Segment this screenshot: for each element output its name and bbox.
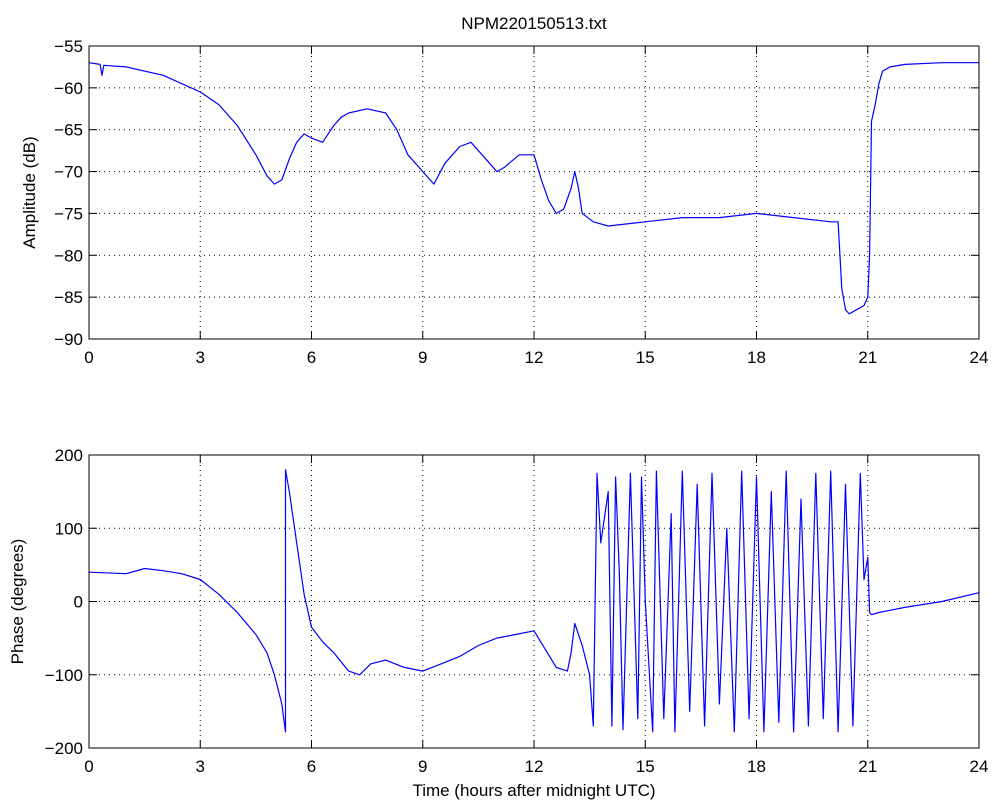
amplitude-x-tick-label: 12 <box>525 348 544 367</box>
amplitude-series-line <box>88 62 979 315</box>
amplitude-x-tick-label: 21 <box>858 348 877 367</box>
amplitude-panel: 0 3 6 9 12 15 18 21 24 −90 −85 −80 −75 −70 −65 −60 −55 Am… <box>20 37 988 367</box>
phase-y-axis-label: Phase (degrees) <box>8 539 27 665</box>
phase-x-tick-label: 21 <box>858 757 877 776</box>
amplitude-x-tick-label: 9 <box>418 348 427 367</box>
amplitude-x-tick-label: 18 <box>747 348 766 367</box>
amplitude-x-tick-label: 3 <box>196 348 205 367</box>
amplitude-y-tick-label: −80 <box>54 246 83 265</box>
amplitude-y-tick-label: −90 <box>54 330 83 349</box>
amplitude-x-tick-label: 24 <box>970 348 989 367</box>
phase-y-tick-label: 100 <box>55 519 83 538</box>
amplitude-y-tick-label: −70 <box>54 163 83 182</box>
phase-x-tick-label: 24 <box>970 757 989 776</box>
phase-x-tick-label: 3 <box>196 757 205 776</box>
phase-x-axis-label: Time (hours after midnight UTC) <box>412 781 655 800</box>
phase-x-tick-label: 12 <box>525 757 544 776</box>
phase-panel: 0 3 6 9 12 15 18 21 24 −200 −100 0 100 200 Phase (degr… <box>8 446 988 800</box>
phase-x-tick-label: 0 <box>84 757 93 776</box>
phase-y-tick-label: −200 <box>45 739 83 758</box>
phase-x-tick-label: 15 <box>636 757 655 776</box>
phase-x-tick-label: 6 <box>307 757 316 776</box>
amplitude-y-tick-label: −65 <box>54 121 83 140</box>
amplitude-x-tick-label: 6 <box>307 348 316 367</box>
phase-x-tick-label: 18 <box>747 757 766 776</box>
phase-y-tick-label: −100 <box>45 666 83 685</box>
amplitude-x-tick-label: 15 <box>636 348 655 367</box>
amplitude-y-tick-label: −60 <box>54 79 83 98</box>
amplitude-x-tick-label: 0 <box>84 348 93 367</box>
amplitude-y-axis-label: Amplitude (dB) <box>20 136 39 248</box>
amplitude-plot-area <box>89 46 979 339</box>
phase-x-tick-label: 9 <box>418 757 427 776</box>
phase-y-tick-label: 0 <box>74 593 83 612</box>
phase-series-line <box>88 469 980 733</box>
amplitude-y-tick-label: −75 <box>54 204 83 223</box>
amplitude-y-tick-label: −85 <box>54 288 83 307</box>
amplitude-y-tick-label: −55 <box>54 37 83 56</box>
phase-y-tick-label: 200 <box>55 446 83 465</box>
chart-title: NPM220150513.txt <box>461 14 607 33</box>
